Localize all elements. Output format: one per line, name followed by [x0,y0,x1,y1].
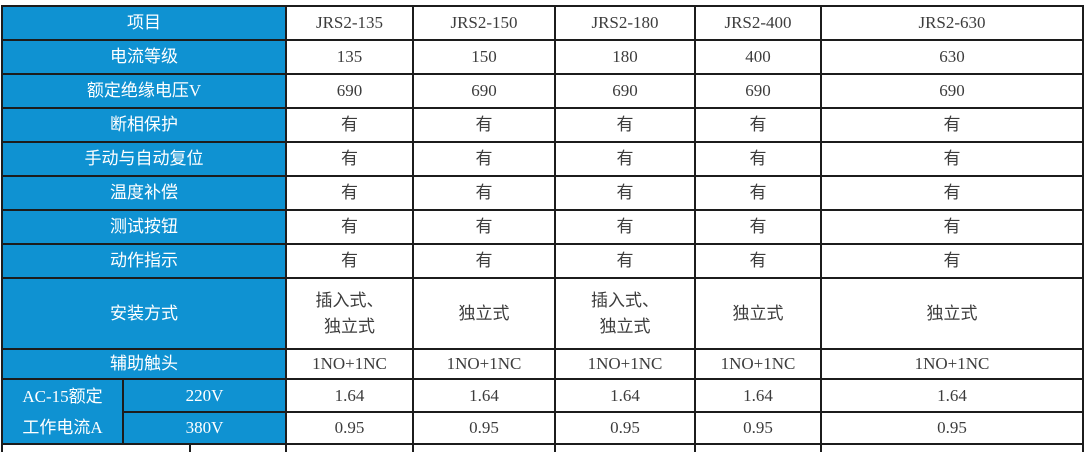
row-label-cell: 测试按钮 [3,211,287,245]
value-cell: 有 [822,109,1084,143]
grid-line-stub [694,445,696,452]
value-cell: 有 [287,177,414,211]
corner-header-cell: 项目 [3,7,287,41]
group-label-line-1: AC-15额定 [22,386,103,406]
row-label-cell: 断相保护 [3,109,287,143]
grid-line-stub [554,445,556,452]
value-cell: 0.95 [414,413,556,445]
group-label-line-2: 工作电流A [22,417,103,437]
model-header-cell: JRS2-630 [822,7,1084,41]
value-cell: 有 [556,177,696,211]
value-cell: 有 [287,143,414,177]
value-cell: 有 [287,211,414,245]
value-cell: 有 [696,245,822,279]
value-cell: 有 [822,211,1084,245]
value-cell: 0.95 [696,413,822,445]
value-cell: 0.95 [822,413,1084,445]
voltage-label-cell: 220V [124,380,287,413]
value-cell: 有 [696,109,822,143]
row-label-cell: 额定绝缘电压V [3,75,287,109]
value-cell: 690 [822,75,1084,109]
row-label-cell: 动作指示 [3,245,287,279]
value-cell: 有 [822,143,1084,177]
grid-line-stub [820,445,822,452]
value-cell: 有 [556,143,696,177]
value-cell: 630 [822,41,1084,75]
value-cell: 150 [414,41,556,75]
value-cell: 1.64 [696,380,822,413]
value-cell: 1.64 [414,380,556,413]
model-header-cell: JRS2-400 [696,7,822,41]
value-cell: 1.64 [556,380,696,413]
value-cell: 有 [696,177,822,211]
value-cell: 0.95 [556,413,696,445]
value-cell: 690 [287,75,414,109]
model-header-cell: JRS2-135 [287,7,414,41]
value-cell: 690 [556,75,696,109]
model-header-cell: JRS2-180 [556,7,696,41]
value-cell: 有 [414,211,556,245]
voltage-label-cell: 380V [124,413,287,445]
value-cell: 180 [556,41,696,75]
value-cell: 有 [287,109,414,143]
value-cell: 独立式 [414,279,556,350]
value-cell: 有 [414,109,556,143]
value-cell: 135 [287,41,414,75]
value-cell: 有 [822,177,1084,211]
value-cell: 690 [696,75,822,109]
row-label-cell: 电流等级 [3,41,287,75]
row-label-cell: 安装方式 [3,279,287,350]
value-cell: 插入式、 独立式 [556,279,696,350]
value-cell: 有 [696,211,822,245]
value-cell: 有 [822,245,1084,279]
value-cell: 独立式 [696,279,822,350]
value-cell: 有 [556,211,696,245]
value-cell: 独立式 [822,279,1084,350]
value-cell: 有 [556,109,696,143]
value-cell: 400 [696,41,822,75]
value-cell: 有 [696,143,822,177]
value-cell: 1NO+1NC [822,350,1084,380]
value-cell: 有 [287,245,414,279]
partial-row [3,445,1084,452]
value-cell: 1NO+1NC [287,350,414,380]
value-cell: 0.95 [287,413,414,445]
value-cell: 有 [414,245,556,279]
value-cell: 1NO+1NC [414,350,556,380]
row-label-cell: 辅助触头 [3,350,287,380]
row-label-cell: 温度补偿 [3,177,287,211]
value-cell: 1.64 [287,380,414,413]
value-cell: 690 [414,75,556,109]
value-cell: 有 [556,245,696,279]
grid-line-stub [189,445,191,452]
row-label-cell: 手动与自动复位 [3,143,287,177]
group-label-cell: AC-15额定 工作电流A [3,380,124,445]
value-cell: 1NO+1NC [696,350,822,380]
value-cell: 插入式、 独立式 [287,279,414,350]
value-cell: 有 [414,177,556,211]
grid-line-stub [285,445,287,452]
value-cell: 1NO+1NC [556,350,696,380]
value-cell: 有 [414,143,556,177]
model-header-cell: JRS2-150 [414,7,556,41]
grid-line-stub [412,445,414,452]
value-cell: 1.64 [822,380,1084,413]
spec-table: 项目 JRS2-135 JRS2-150 JRS2-180 JRS2-400 J… [1,5,1084,452]
